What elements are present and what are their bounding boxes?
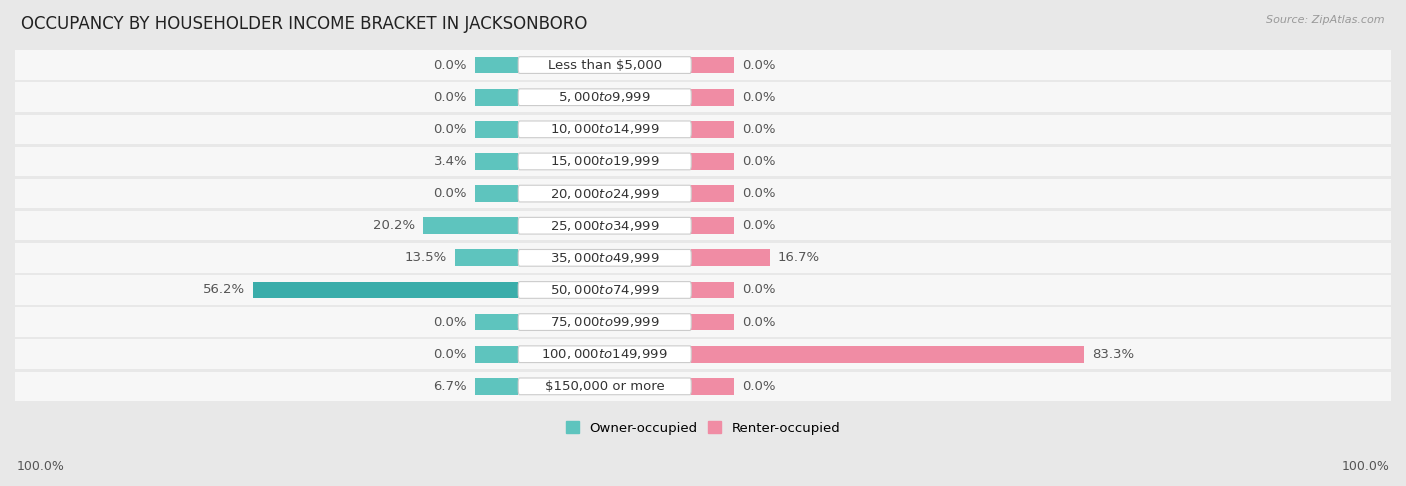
Text: 0.0%: 0.0%	[742, 315, 776, 329]
FancyBboxPatch shape	[0, 307, 1406, 337]
Bar	[692, 153, 734, 170]
FancyBboxPatch shape	[519, 57, 692, 73]
FancyBboxPatch shape	[0, 115, 1406, 144]
Text: 0.0%: 0.0%	[433, 123, 467, 136]
Text: 6.7%: 6.7%	[433, 380, 467, 393]
Text: 56.2%: 56.2%	[202, 283, 245, 296]
Bar	[253, 281, 519, 298]
Bar	[475, 314, 519, 330]
Text: 20.2%: 20.2%	[373, 219, 415, 232]
Text: 0.0%: 0.0%	[742, 91, 776, 104]
Bar	[475, 57, 519, 73]
FancyBboxPatch shape	[519, 185, 692, 202]
Bar	[475, 153, 519, 170]
Legend: Owner-occupied, Renter-occupied: Owner-occupied, Renter-occupied	[565, 421, 841, 434]
Text: 0.0%: 0.0%	[433, 187, 467, 200]
Text: Source: ZipAtlas.com: Source: ZipAtlas.com	[1267, 15, 1385, 25]
Bar	[692, 378, 734, 395]
Text: $75,000 to $99,999: $75,000 to $99,999	[550, 315, 659, 329]
Text: Less than $5,000: Less than $5,000	[548, 59, 662, 71]
Bar	[423, 217, 519, 234]
Text: $10,000 to $14,999: $10,000 to $14,999	[550, 122, 659, 137]
Text: 13.5%: 13.5%	[405, 251, 447, 264]
Text: $35,000 to $49,999: $35,000 to $49,999	[550, 251, 659, 265]
Text: 0.0%: 0.0%	[742, 59, 776, 71]
Text: $150,000 or more: $150,000 or more	[546, 380, 665, 393]
FancyBboxPatch shape	[0, 83, 1406, 112]
Bar	[475, 346, 519, 363]
Text: 0.0%: 0.0%	[742, 155, 776, 168]
Text: 0.0%: 0.0%	[433, 315, 467, 329]
Bar	[692, 57, 734, 73]
Bar	[692, 249, 770, 266]
Bar	[692, 185, 734, 202]
FancyBboxPatch shape	[0, 51, 1406, 80]
Text: 100.0%: 100.0%	[17, 460, 65, 473]
FancyBboxPatch shape	[519, 217, 692, 234]
FancyBboxPatch shape	[0, 275, 1406, 305]
Text: 0.0%: 0.0%	[433, 91, 467, 104]
Text: 0.0%: 0.0%	[742, 219, 776, 232]
Bar	[692, 346, 1084, 363]
Text: $20,000 to $24,999: $20,000 to $24,999	[550, 187, 659, 201]
Text: 0.0%: 0.0%	[433, 59, 467, 71]
Text: $25,000 to $34,999: $25,000 to $34,999	[550, 219, 659, 233]
Text: 83.3%: 83.3%	[1092, 347, 1135, 361]
Bar	[454, 249, 519, 266]
FancyBboxPatch shape	[519, 89, 692, 105]
FancyBboxPatch shape	[519, 249, 692, 266]
Text: $5,000 to $9,999: $5,000 to $9,999	[558, 90, 651, 104]
Bar	[692, 217, 734, 234]
Bar	[475, 378, 519, 395]
Text: 0.0%: 0.0%	[742, 283, 776, 296]
Text: $100,000 to $149,999: $100,000 to $149,999	[541, 347, 668, 361]
Text: 16.7%: 16.7%	[778, 251, 820, 264]
Text: 0.0%: 0.0%	[742, 187, 776, 200]
FancyBboxPatch shape	[0, 339, 1406, 369]
Bar	[692, 281, 734, 298]
FancyBboxPatch shape	[0, 211, 1406, 241]
Text: 0.0%: 0.0%	[742, 380, 776, 393]
Text: 3.4%: 3.4%	[433, 155, 467, 168]
FancyBboxPatch shape	[0, 179, 1406, 208]
Bar	[692, 89, 734, 105]
Text: OCCUPANCY BY HOUSEHOLDER INCOME BRACKET IN JACKSONBORO: OCCUPANCY BY HOUSEHOLDER INCOME BRACKET …	[21, 15, 588, 33]
FancyBboxPatch shape	[519, 281, 692, 298]
Text: 0.0%: 0.0%	[742, 123, 776, 136]
Bar	[692, 314, 734, 330]
FancyBboxPatch shape	[519, 153, 692, 170]
Bar	[692, 121, 734, 138]
Text: $50,000 to $74,999: $50,000 to $74,999	[550, 283, 659, 297]
Text: $15,000 to $19,999: $15,000 to $19,999	[550, 155, 659, 169]
FancyBboxPatch shape	[519, 346, 692, 363]
FancyBboxPatch shape	[519, 378, 692, 395]
FancyBboxPatch shape	[0, 372, 1406, 401]
Text: 100.0%: 100.0%	[1341, 460, 1389, 473]
FancyBboxPatch shape	[0, 147, 1406, 176]
FancyBboxPatch shape	[0, 243, 1406, 273]
Bar	[475, 89, 519, 105]
Bar	[475, 185, 519, 202]
FancyBboxPatch shape	[519, 314, 692, 330]
Text: 0.0%: 0.0%	[433, 347, 467, 361]
Bar	[475, 121, 519, 138]
FancyBboxPatch shape	[519, 121, 692, 138]
